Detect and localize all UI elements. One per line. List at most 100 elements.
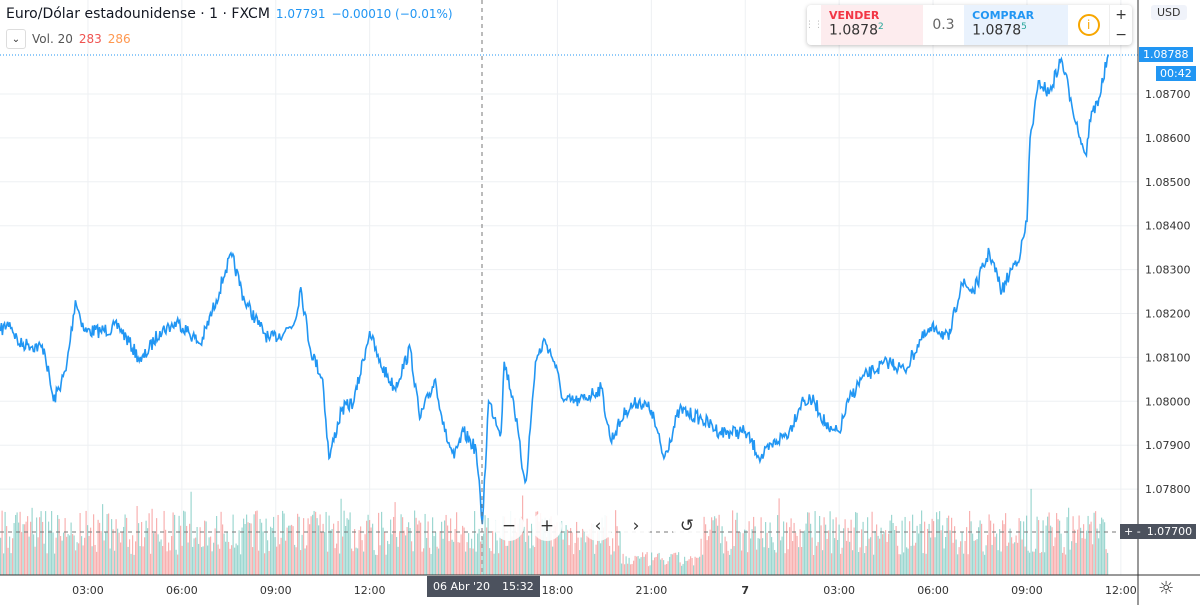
volume-bar	[28, 536, 30, 575]
volume-bar	[325, 511, 327, 575]
volume-bar	[135, 541, 137, 575]
volume-bar	[735, 519, 737, 575]
volume-bar	[301, 534, 303, 575]
volume-bar	[949, 530, 951, 575]
volume-bar	[363, 551, 365, 575]
volume-bar	[25, 521, 27, 575]
volume-bar	[244, 524, 246, 575]
volume-bar	[307, 518, 309, 575]
volume-bar	[450, 518, 452, 575]
chevron-down-icon[interactable]: ⌄	[6, 29, 26, 49]
volume-bar	[574, 542, 576, 575]
volume-bar	[921, 510, 923, 575]
settings-icon[interactable]: ☼	[1158, 578, 1175, 599]
volume-bar	[718, 514, 720, 575]
volume-bar	[226, 531, 228, 575]
volume-bar	[747, 552, 749, 575]
volume-bar	[241, 527, 243, 575]
zoom-in-button[interactable]: +	[532, 511, 562, 541]
time-axis[interactable]: 03:00 06:00 09:00 12:00 18:00 21:00 7 03:00 06:0…	[72, 584, 1137, 597]
scroll-right-button[interactable]: ›	[621, 511, 651, 541]
volume-bar	[97, 519, 99, 575]
volume-bar	[1099, 523, 1101, 575]
volume-bar	[667, 561, 669, 575]
volume-bar	[612, 538, 614, 575]
drag-handle-icon[interactable]: ⋮⋮	[805, 20, 823, 30]
volume-bar	[201, 547, 203, 575]
volume-bar	[61, 540, 63, 575]
volume-bar	[603, 527, 605, 575]
volume-bar	[994, 536, 996, 575]
volume-bar	[1062, 552, 1064, 575]
volume-bar	[915, 542, 917, 575]
price-axis[interactable]: 1.07800 1.07900 1.08000 1.08100 1.08200 1.083…	[1145, 88, 1191, 496]
volume-bar	[187, 542, 189, 575]
volume-bar	[45, 511, 47, 575]
volume-bar	[37, 537, 39, 575]
volume-bar	[87, 525, 89, 575]
add-alert-icon[interactable]: + -	[1124, 525, 1141, 538]
volume-bar	[418, 520, 420, 575]
volume-bar	[163, 510, 165, 575]
volume-bar	[82, 545, 84, 575]
volume-bar	[283, 513, 285, 575]
volume-bar	[447, 525, 449, 575]
reset-chart-button[interactable]: ↺	[672, 511, 702, 541]
sell-price: 1.0878	[829, 22, 878, 39]
volume-bar	[522, 495, 524, 575]
volume-bar	[897, 545, 899, 575]
quantity-minus-button[interactable]: −	[1115, 27, 1128, 43]
volume-bar	[151, 508, 153, 575]
volume-bar	[213, 542, 215, 575]
quantity-plus-button[interactable]: +	[1115, 7, 1128, 23]
volume-bar	[126, 517, 128, 575]
volume-bar	[765, 522, 767, 575]
volume-bar	[250, 523, 252, 575]
volume-bar	[853, 527, 855, 575]
volume-bar	[562, 539, 564, 575]
volume-bar	[99, 522, 101, 575]
volume-bar	[772, 542, 774, 575]
volume-bar	[103, 540, 105, 575]
volume-bar	[219, 548, 221, 575]
x-tick-label: 12:00	[354, 584, 386, 597]
info-button[interactable]: i	[1068, 5, 1109, 45]
volume-bar	[903, 552, 905, 575]
volume-bar	[454, 528, 456, 575]
volume-bar	[694, 556, 696, 575]
buy-button[interactable]: COMPRAR 1.08785	[964, 5, 1068, 45]
volume-bar	[783, 521, 785, 575]
volume-bar	[757, 538, 759, 575]
volume-bar	[1084, 538, 1086, 575]
volume-bar	[75, 550, 77, 575]
volume-bar	[288, 525, 290, 575]
volume-label: Vol. 20	[32, 32, 73, 46]
scroll-left-button[interactable]: ‹	[583, 511, 613, 541]
y-tick-label: 1.08500	[1145, 176, 1191, 189]
zoom-out-button[interactable]: −	[494, 511, 524, 541]
volume-bar	[246, 514, 248, 575]
volume-bar	[618, 545, 620, 575]
volume-bar	[627, 563, 629, 575]
volume-bar	[982, 551, 984, 575]
volume-bar	[274, 537, 276, 575]
currency-label[interactable]: USD	[1151, 5, 1187, 20]
sell-button[interactable]: VENDER 1.08782	[821, 5, 923, 45]
volume-bar	[751, 529, 753, 575]
volume-bar	[52, 532, 54, 575]
buy-sell-widget: ⋮⋮ VENDER 1.08782 0.3 COMPRAR 1.08785 i + −	[805, 5, 1132, 45]
volume-bar	[727, 550, 729, 575]
volume-bar	[495, 519, 497, 575]
volume-bar	[286, 527, 288, 575]
volume-bar	[460, 534, 462, 575]
volume-bar	[685, 560, 687, 575]
volume-bar	[238, 530, 240, 575]
volume-bar	[702, 554, 704, 575]
volume-bar	[666, 563, 668, 575]
volume-bar	[910, 545, 912, 575]
volume-bar	[1003, 524, 1005, 575]
volume-bar	[750, 538, 752, 575]
volume-bar	[565, 525, 567, 575]
volume-bar	[888, 533, 890, 575]
